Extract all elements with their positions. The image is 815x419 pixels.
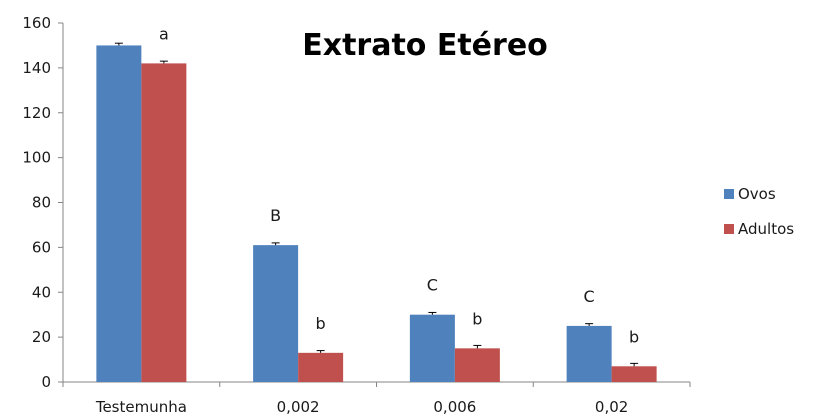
bar-adultos (141, 63, 187, 382)
legend-label-adultos: Adultos (738, 220, 794, 238)
x-tick-label: 0,006 (433, 398, 476, 416)
legend-label-ovos: Ovos (738, 185, 776, 203)
significance-label: C (427, 276, 438, 295)
plot-area: 0 20 40 60 80 100 120 140 160 a Testemunha Bb 0,002 C… (22, 14, 691, 416)
significance-label: b (629, 327, 639, 346)
x-tick-label: 0,002 (277, 398, 320, 416)
y-tick-label: 40 (32, 283, 51, 301)
legend: Ovos Adultos (724, 185, 794, 238)
y-tick-label: 60 (32, 238, 51, 256)
chart-title: Extrato Etéreo (302, 28, 548, 63)
significance-label: C (584, 287, 595, 306)
significance-label: b (472, 309, 482, 328)
y-tick-label: 100 (22, 149, 51, 167)
y-tick-label: 20 (32, 328, 51, 346)
bar-adultos (611, 366, 657, 382)
significance-label: B (270, 206, 281, 225)
y-tick-label: 140 (22, 59, 51, 77)
bar-ovos (566, 325, 612, 382)
bar-adultos (298, 352, 344, 382)
legend-swatch-adultos (724, 224, 734, 234)
y-tick-label: 0 (41, 373, 51, 391)
bar-ovos (96, 45, 142, 382)
legend-swatch-ovos (724, 189, 734, 199)
bar-adultos (454, 348, 500, 382)
x-tick-label: Testemunha (95, 398, 187, 416)
significance-label: b (316, 314, 326, 333)
y-tick-label: 80 (32, 194, 51, 212)
significance-label: a (159, 24, 169, 43)
y-tick-label: 120 (22, 104, 51, 122)
y-tick-label: 160 (22, 14, 51, 32)
bar-ovos (409, 314, 455, 382)
x-tick-label: 0,02 (595, 398, 628, 416)
bar-ovos (253, 245, 299, 382)
